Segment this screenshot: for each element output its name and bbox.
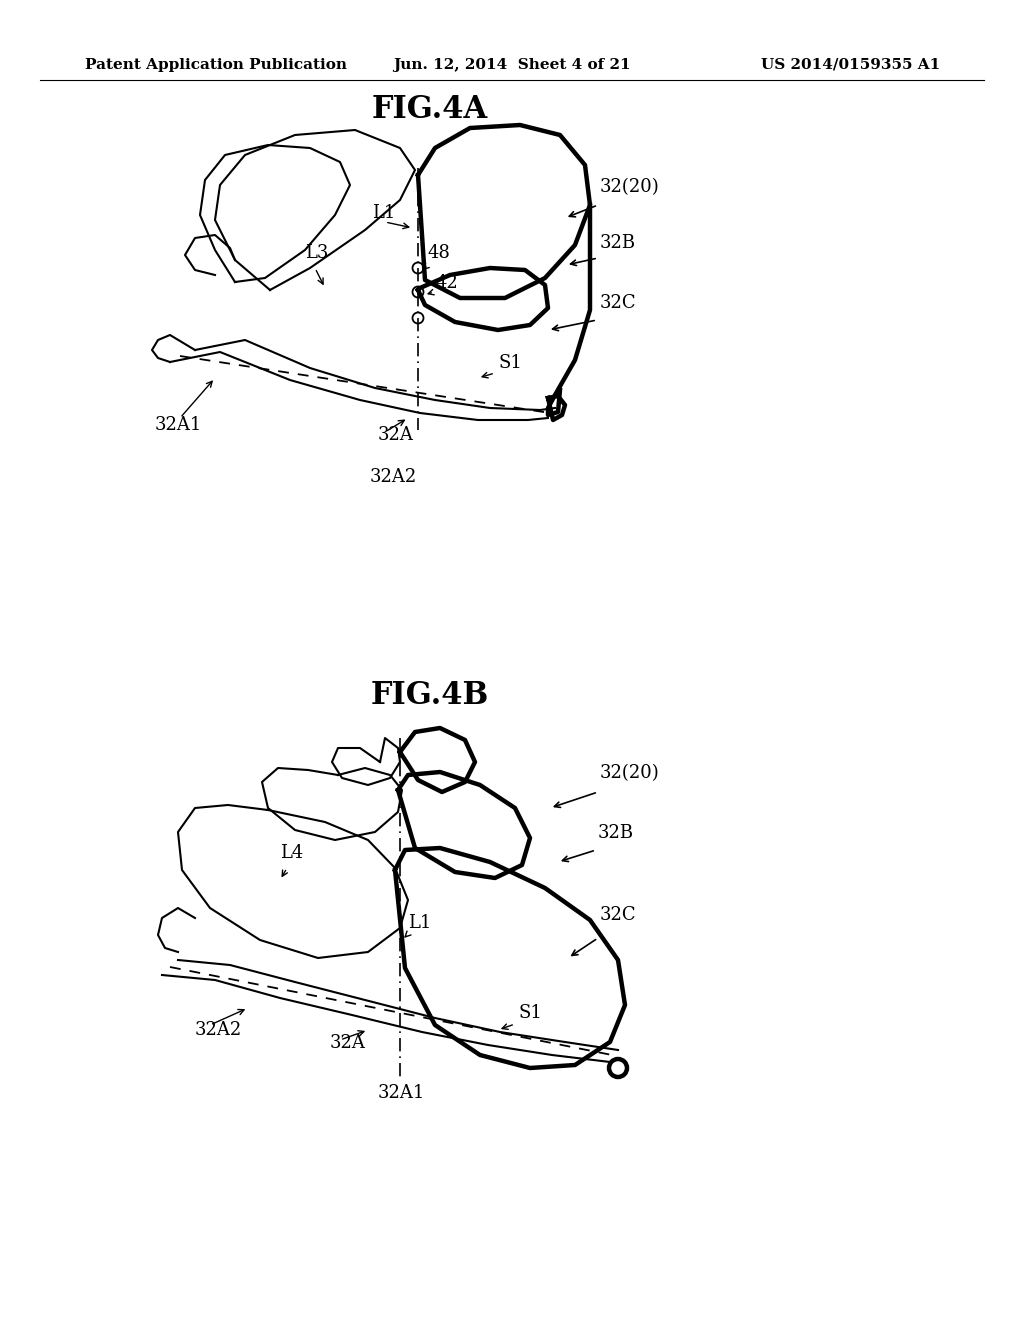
Text: 32A: 32A [378,426,414,444]
Text: 32(20): 32(20) [600,764,659,781]
Text: 32B: 32B [600,234,636,252]
Text: 32(20): 32(20) [600,178,659,195]
Text: 32B: 32B [598,824,634,842]
Text: 32A2: 32A2 [195,1020,243,1039]
Text: Jun. 12, 2014  Sheet 4 of 21: Jun. 12, 2014 Sheet 4 of 21 [393,58,631,73]
Text: L3: L3 [305,244,329,261]
Text: US 2014/0159355 A1: US 2014/0159355 A1 [761,58,940,73]
Text: 32A: 32A [330,1034,366,1052]
Text: L1: L1 [372,205,395,222]
Text: S1: S1 [518,1005,542,1022]
Text: FIG.4A: FIG.4A [372,95,488,125]
Text: 32A2: 32A2 [370,469,417,486]
Text: 32C: 32C [600,906,637,924]
Text: 32A1: 32A1 [155,416,203,434]
Text: 42: 42 [435,275,458,292]
Text: Patent Application Publication: Patent Application Publication [85,58,347,73]
Text: L4: L4 [280,843,303,862]
Text: 32C: 32C [600,294,637,312]
Text: 32A1: 32A1 [378,1084,425,1102]
Text: L1: L1 [408,913,431,932]
Text: FIG.4B: FIG.4B [371,680,489,710]
Text: S1: S1 [498,354,522,372]
Text: 48: 48 [428,244,451,261]
